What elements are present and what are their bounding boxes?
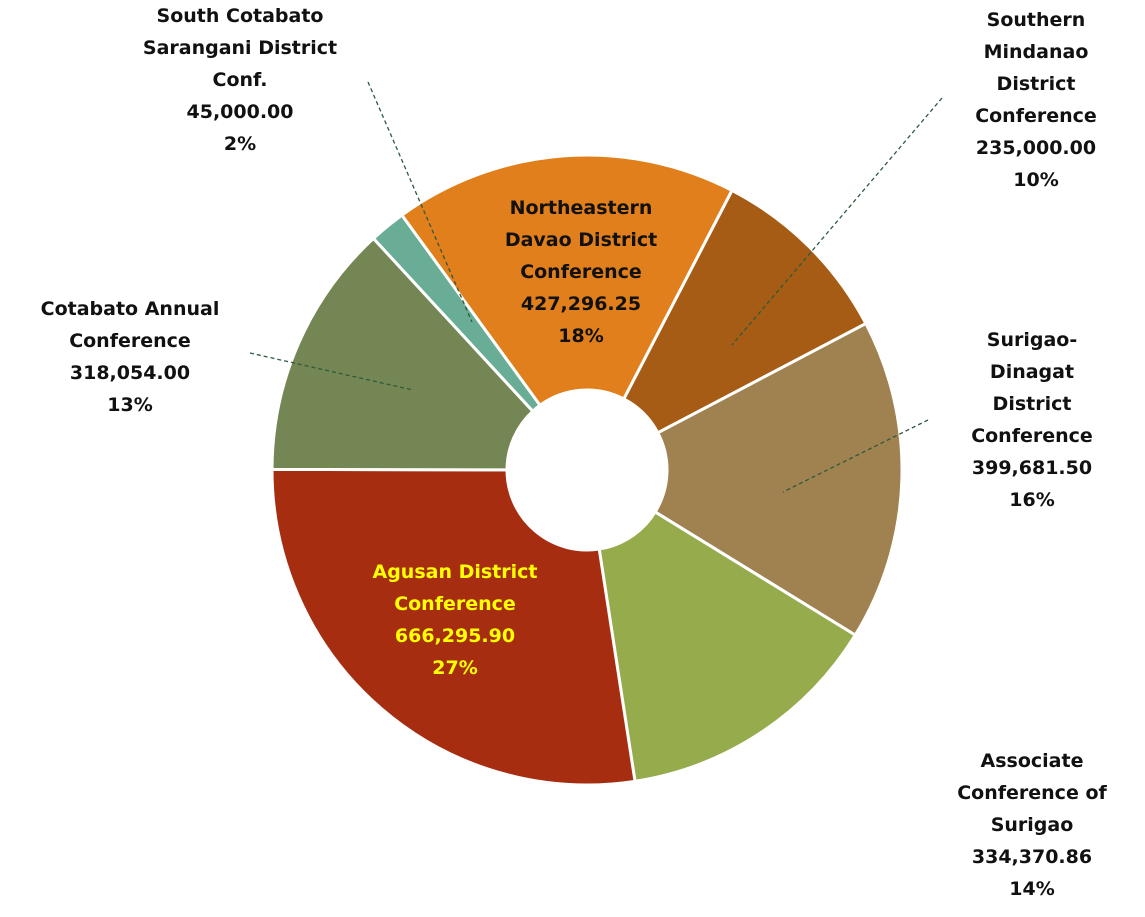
leader-line <box>731 97 943 346</box>
leader-line <box>367 81 473 323</box>
value-label: 427,296.25 <box>520 293 642 315</box>
value-label: 318,054.00 <box>69 362 191 384</box>
percent-label: 27% <box>432 657 478 679</box>
slice <box>399 153 735 408</box>
percent-label: 2% <box>223 133 257 155</box>
value-label: 334,370.86 <box>971 846 1093 868</box>
slice <box>597 509 858 784</box>
category-label: Surigao-Dinagat District Conference <box>971 329 1093 447</box>
category-label: Southern Mindanao District Conference <box>975 9 1097 127</box>
slice <box>270 236 535 472</box>
slice-label: Surigao-Dinagat District Conference 399,6… <box>952 324 1112 516</box>
category-label: Associate Conference of Surigao <box>957 750 1107 836</box>
value-label: 235,000.00 <box>975 137 1097 159</box>
category-label: Agusan District Conference <box>372 561 538 615</box>
slice <box>653 321 904 638</box>
category-label: Northeastern Davao District Conference <box>504 197 658 283</box>
slice-label: Cotabato Annual Conference 318,054.00 13% <box>5 293 255 421</box>
percent-label: 13% <box>107 394 153 416</box>
slice <box>371 213 543 414</box>
category-label: Cotabato Annual Conference <box>40 298 220 352</box>
slice-label: Northeastern Davao District Conference 42… <box>491 192 671 352</box>
percent-label: 10% <box>1013 169 1059 191</box>
value-label: 45,000.00 <box>186 101 294 123</box>
percent-label: 16% <box>1009 489 1055 511</box>
percent-label: 14% <box>1009 878 1055 900</box>
value-label: 399,681.50 <box>971 457 1093 479</box>
category-label: South Cotabato Sarangani District Conf. <box>142 5 338 91</box>
slice <box>270 467 637 787</box>
leader-line <box>782 419 929 493</box>
percent-label: 18% <box>558 325 604 347</box>
value-label: 666,295.90 <box>394 625 516 647</box>
slice-label: South Cotabato Sarangani District Conf. 4… <box>115 0 365 160</box>
slice-label: Agusan District Conference 666,295.90 27% <box>345 556 565 684</box>
slice-label: Southern Mindanao District Conference 235… <box>956 4 1116 196</box>
slice-label: Associate Conference of Surigao 334,370.8… <box>942 745 1122 905</box>
slice <box>621 188 868 435</box>
